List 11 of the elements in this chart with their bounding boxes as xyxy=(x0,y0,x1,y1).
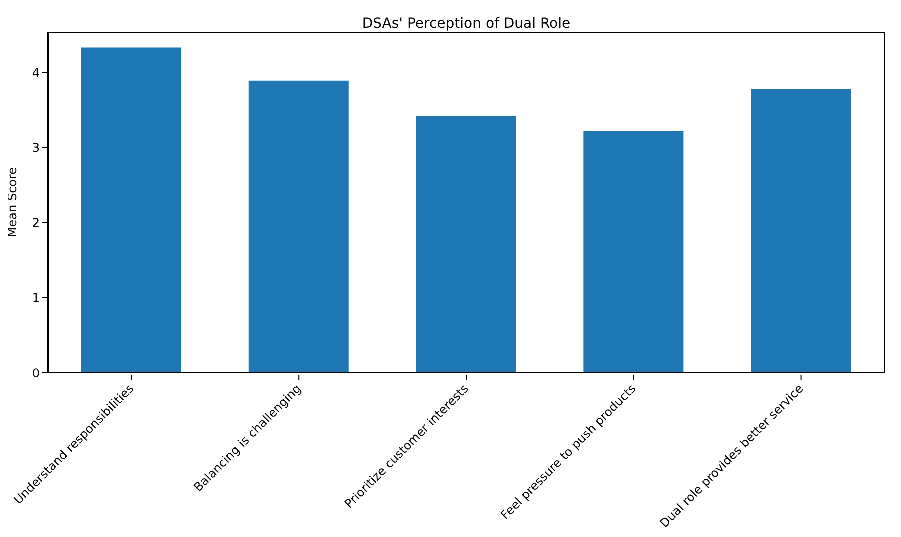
bar xyxy=(584,131,684,373)
y-tick-label: 0 xyxy=(32,366,40,380)
y-tick-label: 2 xyxy=(32,216,40,230)
y-tick-label: 1 xyxy=(32,291,40,306)
bar xyxy=(248,80,349,373)
bar xyxy=(416,116,516,373)
bar xyxy=(81,48,182,373)
y-tick-label: 4 xyxy=(32,66,40,80)
bar xyxy=(751,89,852,373)
y-tick-label: 3 xyxy=(32,140,40,155)
chart-title: DSAs' Perception of Dual Role xyxy=(361,16,572,32)
